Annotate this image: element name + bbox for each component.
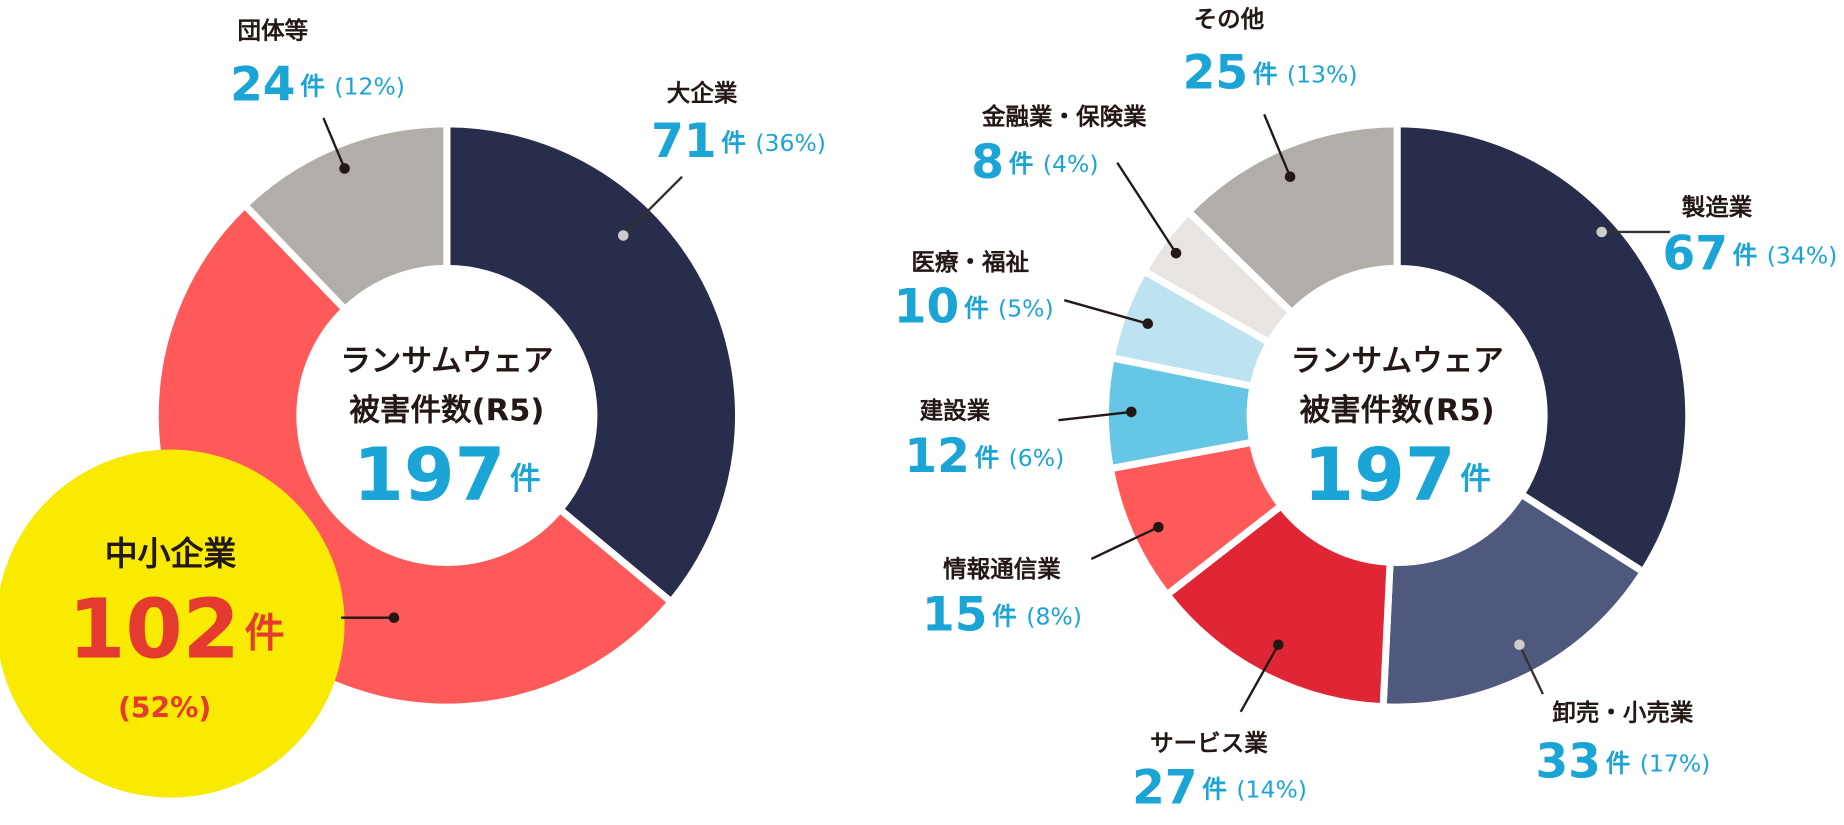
unit: 件 xyxy=(975,443,1000,472)
value-label: 15 件 (8%) xyxy=(922,587,1082,642)
slice xyxy=(1379,489,1649,711)
leader-dot xyxy=(617,230,629,241)
unit: 件 xyxy=(300,71,325,100)
value: 67 xyxy=(1662,226,1727,281)
unit: 件 xyxy=(721,128,746,157)
leader-line xyxy=(1058,410,1132,422)
category-label: 医療・福祉 xyxy=(911,248,1029,276)
value: 27 xyxy=(1132,760,1197,815)
category-label: 大企業 xyxy=(667,79,738,107)
value-label: 27 件 (14%) xyxy=(1132,760,1307,815)
share: (13%) xyxy=(1287,60,1358,88)
unit: 件 xyxy=(964,294,989,323)
unit: 件 xyxy=(1253,60,1278,89)
category-label: 中小企業 xyxy=(105,534,237,573)
value: 24 xyxy=(230,57,295,112)
unit: 件 xyxy=(1009,149,1034,178)
center-label: 被害件数(R5) xyxy=(1300,393,1495,428)
slice xyxy=(1393,120,1693,577)
slice xyxy=(1162,500,1394,711)
leader-dot xyxy=(388,612,400,624)
leader-dot xyxy=(1126,406,1137,418)
leader-line xyxy=(1063,299,1149,325)
value: 102 xyxy=(68,583,240,678)
value-label: 24 件 (12%) xyxy=(230,57,405,112)
total: 197 xyxy=(1303,433,1455,518)
leader-dot xyxy=(1514,639,1525,651)
value: 71 xyxy=(651,113,716,168)
leader-dot xyxy=(1142,318,1154,330)
leader-line xyxy=(1518,644,1545,695)
value: 33 xyxy=(1535,734,1600,789)
unit: 件 xyxy=(1202,775,1227,804)
value: 10 xyxy=(894,279,959,334)
leader-line xyxy=(1090,526,1159,560)
category-label: その他 xyxy=(1194,5,1265,33)
value-label: 102 件 xyxy=(68,583,285,678)
value-label: 67 件 (34%) xyxy=(1662,226,1837,281)
value: 8 xyxy=(971,134,1004,189)
value-label: 25 件 (13%) xyxy=(1183,45,1358,100)
center-label: 被害件数(R5) xyxy=(349,393,544,428)
share: (4%) xyxy=(1043,149,1099,177)
slice xyxy=(1183,120,1401,318)
unit: 件 xyxy=(1606,749,1631,778)
total: 197 xyxy=(353,433,505,518)
share: (17%) xyxy=(1640,749,1711,777)
unit: 件 xyxy=(1733,241,1758,270)
unit: 件 xyxy=(510,462,541,497)
category-label: 情報通信業 xyxy=(943,555,1061,583)
category-label: 製造業 xyxy=(1682,193,1753,221)
leader-dot xyxy=(339,163,350,174)
leader-dot xyxy=(1153,521,1164,533)
leader-dot xyxy=(1273,639,1284,651)
unit: 件 xyxy=(1460,462,1491,497)
category-label: サービス業 xyxy=(1150,729,1268,757)
slice xyxy=(443,120,743,607)
share: (6%) xyxy=(1009,443,1065,471)
leader-dot xyxy=(1284,171,1296,182)
value-label: 71 件 (36%) xyxy=(651,113,826,168)
share: (52%) xyxy=(118,691,211,724)
center-total: 197 件 xyxy=(1303,433,1490,518)
leader-line xyxy=(1263,113,1292,178)
value-label: 12 件 (6%) xyxy=(904,428,1064,483)
category-label: 金融業・保険業 xyxy=(981,102,1147,130)
value: 15 xyxy=(922,587,987,642)
leader-line xyxy=(1239,644,1280,713)
category-label: 卸売・小売業 xyxy=(1552,699,1694,727)
share: (34%) xyxy=(1767,241,1838,269)
leader-line xyxy=(1116,161,1178,254)
center-label: ランサムウェア xyxy=(1290,344,1503,379)
unit: 件 xyxy=(992,602,1017,631)
value: 12 xyxy=(904,428,969,483)
leader-line xyxy=(322,117,346,169)
category-label: 団体等 xyxy=(238,17,309,45)
category-label: 建設業 xyxy=(920,396,991,424)
share: (8%) xyxy=(1026,602,1082,630)
value: 25 xyxy=(1183,45,1248,100)
callout xyxy=(0,449,345,798)
share: (14%) xyxy=(1236,775,1307,803)
share: (5%) xyxy=(998,294,1054,322)
center-label: ランサムウェア xyxy=(340,344,553,379)
value-label: 8 件 (4%) xyxy=(971,134,1098,189)
leader-dot xyxy=(1170,247,1182,259)
share: (36%) xyxy=(755,128,826,156)
slice xyxy=(239,120,451,315)
leader-line xyxy=(622,175,683,237)
value-label: 10 件 (5%) xyxy=(894,279,1054,334)
value-label: 33 件 (17%) xyxy=(1535,734,1710,789)
center-total: 197 件 xyxy=(353,433,540,518)
share: (12%) xyxy=(334,72,405,100)
leader-dot xyxy=(1596,226,1608,238)
unit: 件 xyxy=(245,610,285,656)
